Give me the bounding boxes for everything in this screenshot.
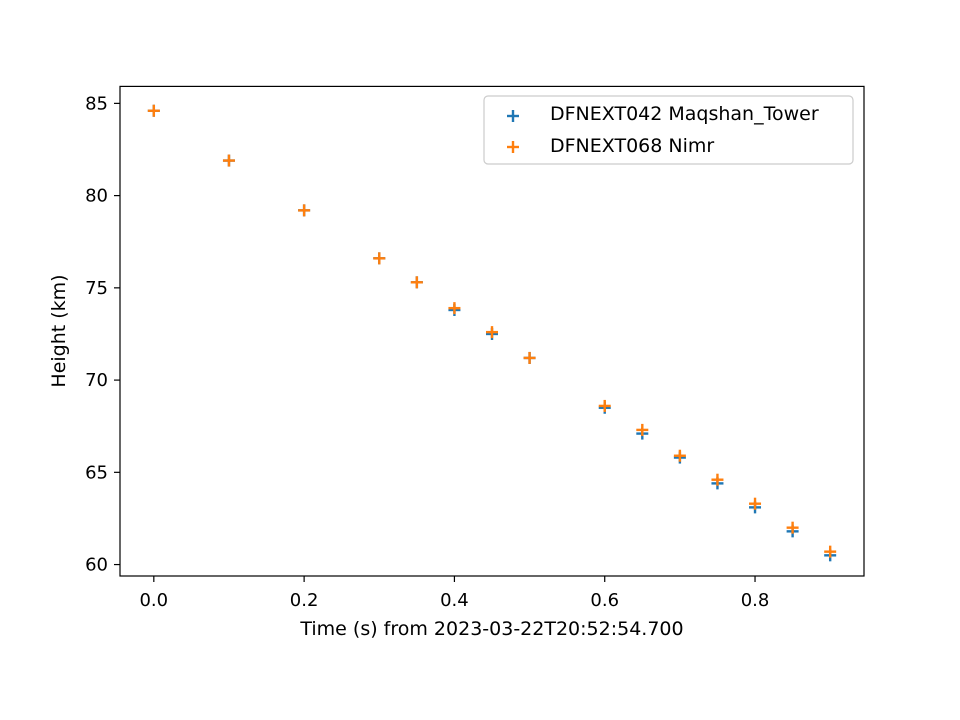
y-axis-label: Height (km) <box>48 274 70 387</box>
y-tick-label: 80 <box>85 186 108 207</box>
legend: DFNEXT042 Maqshan_Tower DFNEXT068 Nimr <box>483 95 854 165</box>
data-point-nimr <box>711 473 724 486</box>
data-point-nimr <box>749 497 762 510</box>
x-axis: 0.0 0.2 0.4 0.6 0.8 <box>139 576 769 611</box>
data-point-nimr <box>598 399 611 412</box>
legend-marker-maqshan-tower <box>507 110 519 122</box>
data-point-nimr <box>523 351 536 364</box>
y-tick-label: 75 <box>85 278 108 299</box>
legend-plus-maqshan-tower <box>507 110 519 122</box>
plot-marks <box>147 104 837 562</box>
legend-label-nimr: DFNEXT068 Nimr <box>550 135 714 157</box>
data-point-nimr <box>222 154 235 167</box>
x-tick-label: 0.6 <box>590 590 619 611</box>
y-axis: 60 65 70 75 80 85 <box>85 93 120 576</box>
data-point-nimr <box>486 326 498 339</box>
legend-marker-nimr <box>507 141 519 153</box>
x-tick-label: 0.0 <box>139 590 168 611</box>
legend-entry-nimr: DFNEXT068 Nimr <box>507 135 714 157</box>
y-tick-label: 70 <box>85 370 108 391</box>
x-tick-label: 0.2 <box>290 590 319 611</box>
x-tick-label: 0.8 <box>741 590 770 611</box>
data-point-nimr <box>824 545 837 558</box>
data-point-nimr <box>636 423 649 436</box>
data-point-nimr <box>673 449 686 462</box>
y-tick-label: 85 <box>85 93 108 114</box>
legend-label-maqshan-tower: DFNEXT042 Maqshan_Tower <box>550 103 819 125</box>
legend-box <box>483 95 854 165</box>
data-point-nimr <box>373 252 386 265</box>
data-point-nimr <box>147 104 160 117</box>
data-point-nimr <box>448 302 461 315</box>
legend-entry-maqshan-tower: DFNEXT042 Maqshan_Tower <box>507 103 819 125</box>
plot-frame <box>119 85 865 577</box>
data-point-nimr <box>298 204 311 217</box>
data-point-nimr <box>410 276 423 289</box>
y-tick-label: 60 <box>85 555 108 576</box>
x-tick-label: 0.4 <box>440 590 469 611</box>
data-point-nimr <box>786 521 799 534</box>
y-tick-label: 65 <box>85 462 108 483</box>
legend-plus-nimr <box>507 141 519 153</box>
x-axis-label: Time (s) from 2023-03-22T20:52:54.700 <box>299 618 683 640</box>
